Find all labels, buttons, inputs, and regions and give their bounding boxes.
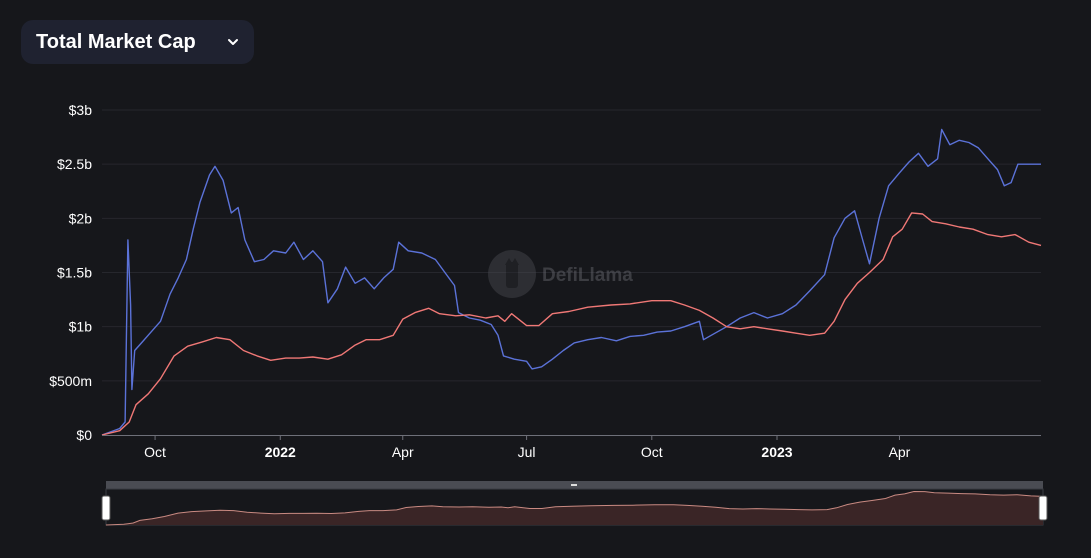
x-tick-label: Apr xyxy=(889,444,911,460)
x-tick-label: Oct xyxy=(641,444,663,460)
x-tick-label: 2023 xyxy=(761,444,792,460)
slider-right-handle[interactable] xyxy=(1038,495,1048,521)
defillama-watermark: DefiLlama xyxy=(488,250,633,298)
zoom-slider[interactable] xyxy=(101,481,1048,526)
x-tick-label: Oct xyxy=(144,444,166,460)
series-lines xyxy=(101,128,1042,436)
y-tick-label: $3b xyxy=(69,102,93,118)
llama-logo-icon xyxy=(488,250,536,298)
series-line-2 xyxy=(101,212,1042,436)
slider-preview-line xyxy=(105,490,1044,526)
metric-selector-label: Total Market Cap xyxy=(36,30,196,53)
slider-left-handle[interactable] xyxy=(101,495,111,521)
y-tick-label: $500m xyxy=(49,373,92,389)
y-tick-label: $2b xyxy=(69,210,93,226)
grid-lines xyxy=(102,109,1041,382)
slider-grip-icon[interactable] xyxy=(571,484,577,486)
metric-selector-button[interactable]: Total Market Cap xyxy=(21,20,254,64)
y-tick-label: $0 xyxy=(76,427,92,443)
x-tick-label: 2022 xyxy=(265,444,296,460)
slider-preview-area xyxy=(106,491,1043,525)
y-tick-label: $1.5b xyxy=(57,265,92,281)
x-tick-label: Jul xyxy=(518,444,536,460)
axes: $0 $500m $1b $1.5b $2b $2.5b $3b Oct 2022 Apr Jul O… xyxy=(49,102,1041,460)
y-tick-label: $1b xyxy=(69,319,93,335)
chevron-down-icon xyxy=(226,35,240,49)
watermark-text: DefiLlama xyxy=(542,265,633,286)
series-line-1 xyxy=(101,128,1041,436)
x-tick-label: Apr xyxy=(392,444,414,460)
y-tick-label: $2.5b xyxy=(57,156,92,172)
